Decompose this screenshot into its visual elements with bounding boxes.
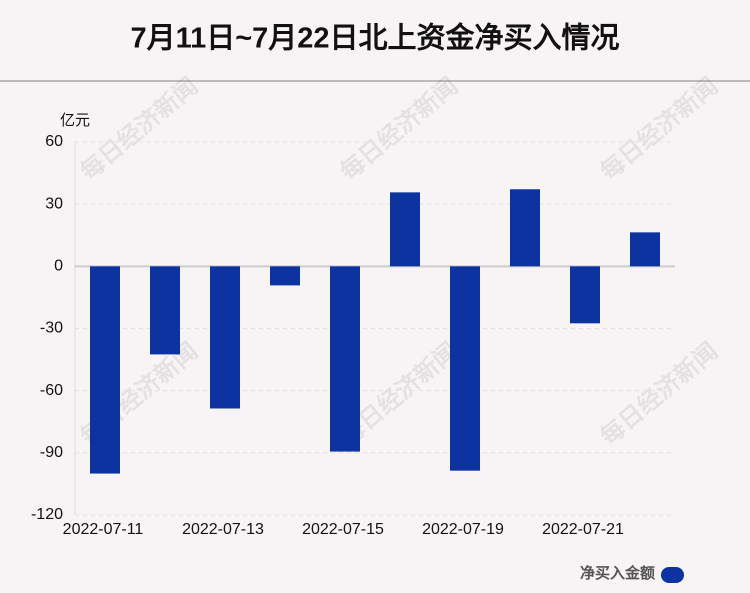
x-tick-label: 2022-07-19 [422,521,504,538]
legend-swatch [661,567,684,583]
y-tick-label: -120 [31,506,63,523]
bar [570,266,600,324]
y-tick-label: -60 [40,382,63,399]
y-tick-label: 60 [45,133,63,150]
y-tick-label: 30 [45,195,63,212]
bar [210,266,240,409]
chart-title: 7月11日~7月22日北上资金净买入情况 [130,21,619,55]
y-axis-label: 亿元 [60,112,90,129]
bar [450,266,480,471]
bar [270,266,300,286]
legend-label: 净买入金额 [580,564,655,582]
x-tick-label: 2022-07-13 [182,521,264,538]
bar [90,266,120,474]
x-tick-label: 2022-07-15 [302,521,384,538]
bar [330,266,360,452]
bar [150,266,180,355]
y-tick-label: 0 [54,258,63,275]
bar [510,189,540,267]
x-tick-label: 2022-07-21 [542,521,624,538]
y-tick-label: -90 [40,444,63,461]
x-tick-label: 2022-07-11 [63,521,144,538]
bar [390,192,420,267]
bar [630,232,660,267]
y-tick-label: -30 [40,320,63,337]
